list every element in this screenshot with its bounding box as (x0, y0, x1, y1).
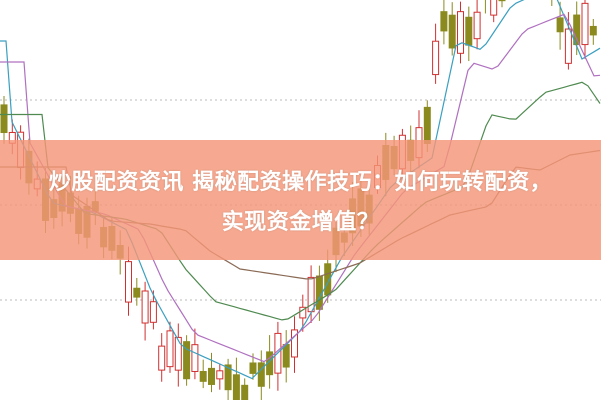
candle-body (133, 287, 141, 298)
candle-body (573, 14, 581, 46)
candle-body (232, 374, 240, 400)
candle-body (0, 104, 8, 134)
title-banner (0, 140, 601, 260)
candle-body (249, 362, 257, 374)
candle-body (199, 371, 207, 382)
candle-body (473, 11, 481, 40)
candle-body (208, 367, 215, 385)
candle-body (216, 370, 224, 380)
candle-body (224, 364, 232, 391)
candle-body (465, 16, 473, 46)
candle-body (149, 301, 157, 323)
title-line-1: 炒股配资资讯 揭秘配资操作技巧：如何玩转配资， (48, 170, 553, 195)
candle-body (299, 306, 307, 319)
candle-body (141, 290, 149, 324)
candle-body (241, 384, 249, 400)
candle-body (423, 106, 431, 144)
candle-body (589, 25, 597, 36)
candle-body (490, 0, 498, 16)
candle-body (257, 362, 265, 387)
candle-body (282, 343, 290, 368)
candle-body (440, 11, 448, 32)
candle-body (191, 344, 199, 372)
candle-body (457, 11, 464, 54)
article-title: 炒股配资资讯 揭秘配资操作技巧：如何玩转配资， 实现资金增值？ (0, 163, 601, 243)
title-line-2: 实现资金增值？ (221, 210, 380, 235)
candle-body (183, 341, 191, 380)
candle-body (564, 28, 572, 64)
candle-body (125, 261, 132, 303)
candle-body (158, 345, 166, 371)
candle-body (166, 330, 174, 368)
candle-body (581, 2, 589, 46)
candle-body (174, 336, 182, 371)
candle-body (291, 329, 298, 358)
candle-body (448, 14, 456, 49)
candle-body (498, 0, 506, 2)
candle-body (432, 40, 440, 76)
candle-body (556, 17, 564, 33)
